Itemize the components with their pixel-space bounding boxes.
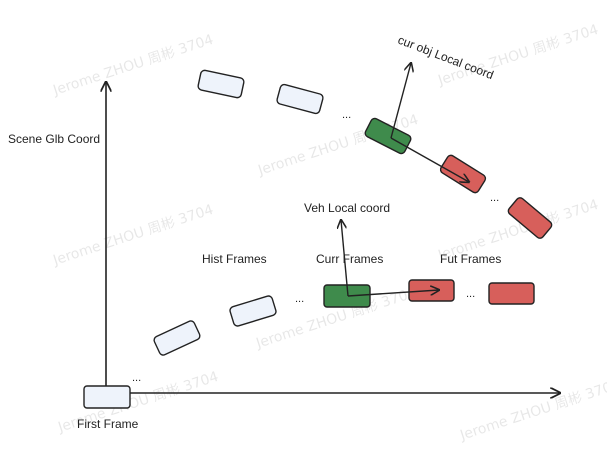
watermark: Jerome ZHOU 周彬 3704 <box>50 202 215 269</box>
first-frame-label: First Frame <box>77 417 139 431</box>
hist-frame-box <box>153 320 201 356</box>
fut-frame-box <box>507 197 553 239</box>
watermark: Jerome ZHOU 周彬 3704 <box>50 32 215 99</box>
ellipsis: ... <box>490 192 499 204</box>
curr-frame-box <box>364 117 412 155</box>
obj-local-y-arrow <box>390 63 411 139</box>
first-frame-box <box>83 385 131 409</box>
ellipsis: ... <box>342 109 351 121</box>
hist-frame-box <box>229 295 277 327</box>
obj-local-x-arrow <box>390 137 469 182</box>
vehicle-sequence <box>153 220 535 356</box>
watermark: Jerome ZHOU 周彬 3704 <box>457 377 607 444</box>
hist-frame-box <box>197 69 245 99</box>
labels: Scene Glb Coord First Frame Hist Frames … <box>8 33 501 431</box>
ellipsis: ... <box>295 293 304 305</box>
ellipses: ... ... ... ... ... <box>132 109 499 384</box>
veh-local-y-arrow <box>341 220 349 297</box>
fut-frames-label: Fut Frames <box>440 252 501 266</box>
ellipsis: ... <box>132 372 141 384</box>
global-axes <box>106 82 560 393</box>
hist-frame-box <box>276 83 324 115</box>
scene-glb-coord-label: Scene Glb Coord <box>8 132 100 146</box>
fut-frame-box <box>488 282 535 305</box>
veh-local-coord-label: Veh Local coord <box>304 201 390 215</box>
hist-frames-label: Hist Frames <box>202 252 267 266</box>
veh-local-x-arrow <box>347 290 439 297</box>
curr-frames-label: Curr Frames <box>316 252 383 266</box>
ellipsis: ... <box>466 288 475 300</box>
object-sequence <box>197 63 553 239</box>
fut-frame-box <box>439 154 487 194</box>
